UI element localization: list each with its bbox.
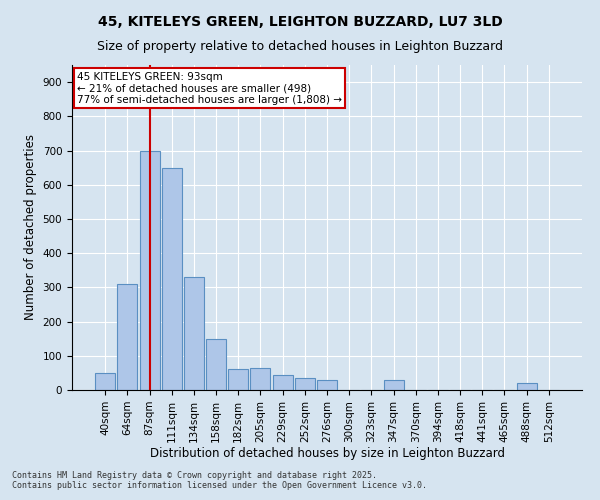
Text: Contains HM Land Registry data © Crown copyright and database right 2025.
Contai: Contains HM Land Registry data © Crown c… — [12, 470, 427, 490]
Bar — [118, 284, 137, 390]
Bar — [317, 380, 337, 390]
Bar — [517, 383, 536, 390]
Y-axis label: Number of detached properties: Number of detached properties — [24, 134, 37, 320]
Bar — [184, 277, 204, 390]
Text: Size of property relative to detached houses in Leighton Buzzard: Size of property relative to detached ho… — [97, 40, 503, 53]
Bar — [95, 373, 115, 390]
Bar — [250, 368, 271, 390]
X-axis label: Distribution of detached houses by size in Leighton Buzzard: Distribution of detached houses by size … — [149, 448, 505, 460]
Bar — [162, 168, 182, 390]
Bar — [272, 374, 293, 390]
Bar — [228, 370, 248, 390]
Bar — [295, 378, 315, 390]
Text: 45 KITELEYS GREEN: 93sqm
← 21% of detached houses are smaller (498)
77% of semi-: 45 KITELEYS GREEN: 93sqm ← 21% of detach… — [77, 72, 342, 104]
Text: 45, KITELEYS GREEN, LEIGHTON BUZZARD, LU7 3LD: 45, KITELEYS GREEN, LEIGHTON BUZZARD, LU… — [98, 15, 502, 29]
Bar — [383, 380, 404, 390]
Bar — [140, 150, 160, 390]
Bar — [206, 338, 226, 390]
